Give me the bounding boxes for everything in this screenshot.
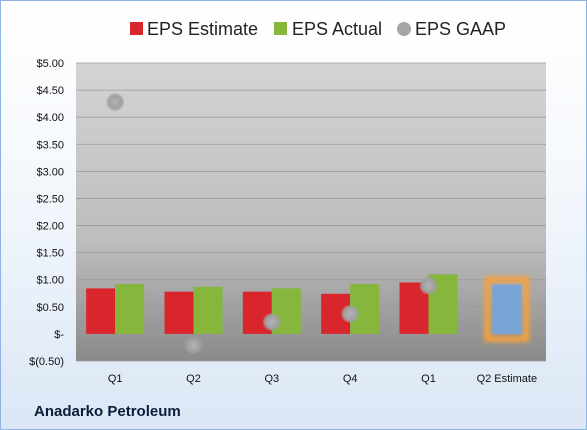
x-axis: Q1 Q2 Q3 Q4 Q1 Q2 Estimate bbox=[108, 373, 537, 385]
y-tick-label: $2.50 bbox=[36, 193, 64, 205]
y-tick-label: $- bbox=[54, 329, 64, 341]
legend-marker-eps-gaap bbox=[397, 22, 411, 36]
legend-label-eps-actual: EPS Actual bbox=[292, 19, 382, 39]
x-tick-label: Q2 bbox=[186, 373, 201, 385]
point-eps-gaap bbox=[341, 304, 360, 323]
y-tick-label: $(0.50) bbox=[29, 356, 64, 368]
gaap-points bbox=[106, 93, 438, 355]
y-tick-label: $3.00 bbox=[36, 166, 64, 178]
x-tick-label: Q1 bbox=[421, 373, 436, 385]
chart-legend: EPS Estimate EPS Actual EPS GAAP bbox=[130, 19, 506, 39]
x-tick-label: Q4 bbox=[343, 373, 358, 385]
y-axis: $(0.50) $- $0.50 $1.00 $1.50 $2.00 $2.50 $3.00 $… bbox=[29, 58, 64, 368]
legend-label-eps-estimate: EPS Estimate bbox=[147, 19, 258, 39]
legend-label-eps-gaap: EPS GAAP bbox=[415, 19, 506, 39]
point-eps-gaap bbox=[262, 312, 281, 331]
y-tick-label: $1.50 bbox=[36, 248, 64, 260]
company-name: Anadarko Petroleum bbox=[34, 403, 181, 420]
plot-area bbox=[76, 63, 546, 361]
y-tick-label: $2.00 bbox=[36, 221, 64, 233]
y-tick-label: $0.50 bbox=[36, 302, 64, 314]
y-tick-label: $5.00 bbox=[36, 58, 64, 70]
y-tick-label: $1.00 bbox=[36, 275, 64, 287]
legend-swatch-eps-estimate bbox=[130, 22, 143, 35]
point-eps-gaap bbox=[184, 336, 203, 355]
bar-eps-actual bbox=[115, 284, 145, 334]
point-eps-gaap bbox=[106, 93, 125, 112]
bar-eps-estimate bbox=[86, 288, 116, 334]
x-tick-label: Q2 Estimate bbox=[477, 373, 538, 385]
bar-eps-q2-estimate bbox=[492, 284, 522, 334]
bar-series bbox=[86, 274, 530, 342]
q2-estimate-highlight bbox=[484, 276, 530, 342]
y-tick-label: $4.00 bbox=[36, 112, 64, 124]
legend-swatch-eps-actual bbox=[274, 22, 287, 35]
bar-eps-estimate bbox=[164, 291, 194, 334]
point-eps-gaap bbox=[419, 276, 438, 295]
y-tick-label: $3.50 bbox=[36, 139, 64, 151]
x-tick-label: Q3 bbox=[264, 373, 279, 385]
x-tick-label: Q1 bbox=[108, 373, 123, 385]
y-tick-label: $4.50 bbox=[36, 85, 64, 97]
bar-eps-actual bbox=[193, 286, 223, 334]
gridlines bbox=[76, 62, 546, 362]
